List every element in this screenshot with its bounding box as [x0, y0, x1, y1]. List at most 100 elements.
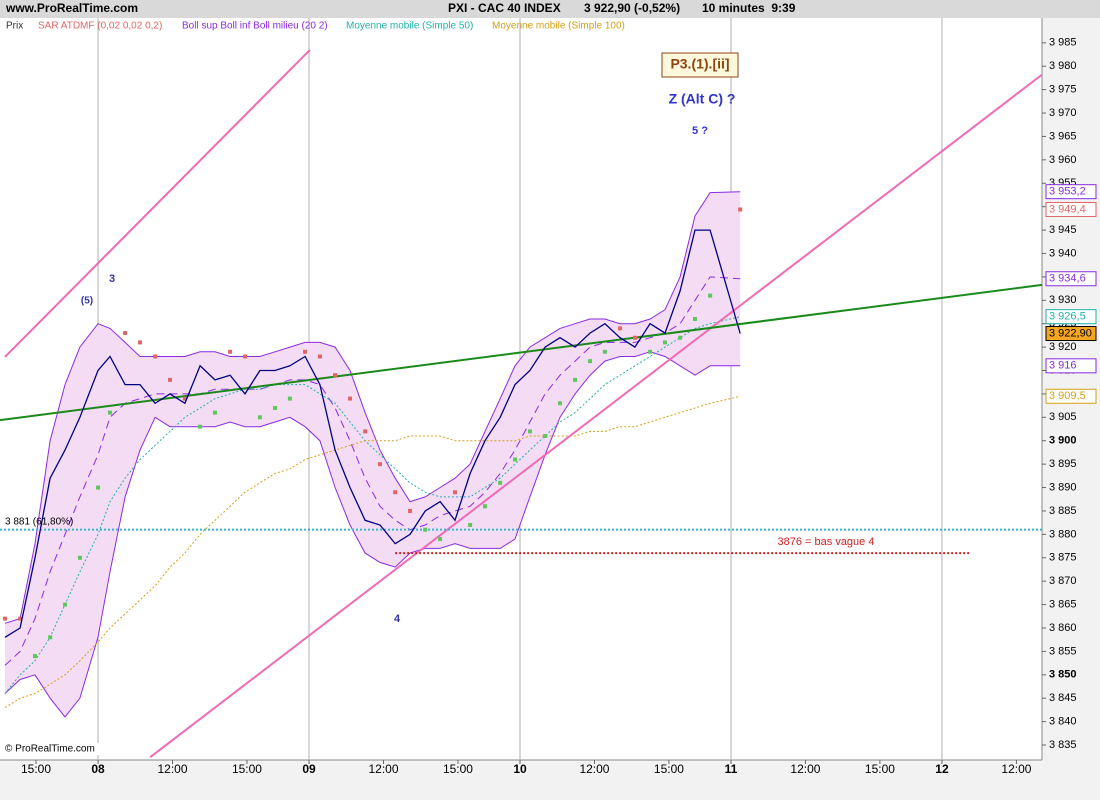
- x-tick-label: 15:00: [654, 762, 684, 776]
- price-tag: [1045, 184, 1097, 200]
- price-tag: [1045, 358, 1097, 374]
- annotation: 3: [109, 273, 115, 285]
- footer-bg: [2, 743, 102, 755]
- y-tick-label: 3 965: [1049, 130, 1077, 142]
- x-tick-label: 15:00: [443, 762, 473, 776]
- sar-dot: [408, 508, 413, 513]
- y-tick-label: 3 980: [1049, 60, 1077, 72]
- sar-dot: [317, 354, 322, 359]
- annotation: 4: [394, 613, 401, 625]
- legend-entry: Boll sup Boll inf Boll milieu (20 2): [182, 21, 328, 32]
- x-tick-label: 15:00: [21, 762, 51, 776]
- sar-dot: [287, 396, 292, 401]
- sar-dot: [423, 527, 428, 532]
- sar-dot: [347, 396, 352, 401]
- site: www.ProRealTime.com: [5, 1, 138, 15]
- price-tag-label: 3 934,6: [1049, 273, 1086, 285]
- legend-entry: SAR ATDMF (0,02 0,02 0,2): [38, 21, 162, 32]
- header-bar: [0, 0, 1100, 18]
- sar-dot: [363, 429, 368, 434]
- sar-dot: [168, 377, 173, 382]
- level-label: 3 881 (61,80%): [5, 516, 73, 527]
- sar-dot: [618, 326, 623, 331]
- bollinger-fill: [5, 191, 741, 717]
- y-tick-label: 3 960: [1049, 154, 1077, 166]
- y-tick-label: 3 970: [1049, 107, 1077, 119]
- sar-dot: [63, 602, 68, 607]
- sar-dot: [303, 349, 308, 354]
- x-tick-label: 12:00: [1001, 762, 1031, 776]
- sar-dot: [557, 401, 562, 406]
- interval: 10 minutes 9:39: [702, 1, 796, 15]
- legend-entry: Moyenne mobile (Simple 100): [492, 21, 625, 32]
- sar-dot: [333, 373, 338, 378]
- sar-dot: [543, 434, 548, 439]
- sar-dot: [2, 616, 7, 621]
- sar-dot: [708, 293, 713, 298]
- y-tick-label: 3 840: [1049, 716, 1077, 728]
- sar-dot: [137, 340, 142, 345]
- sar-dot: [452, 490, 457, 495]
- y-tick-label: 3 870: [1049, 575, 1077, 587]
- price-tag-label: 3 909,5: [1049, 390, 1086, 402]
- sar-dot: [48, 635, 53, 640]
- x-tick-label: 11: [725, 762, 738, 776]
- x-tick-label: 08: [91, 762, 105, 776]
- sar-dot: [632, 335, 637, 340]
- price-tag-label: 3 926,5: [1049, 311, 1086, 323]
- y-tick-label: 3 860: [1049, 622, 1077, 634]
- last-price: 3 922,90 (-0,52%): [584, 1, 680, 15]
- x-tick-label: 12:00: [157, 762, 187, 776]
- sar-dot: [692, 317, 697, 322]
- price-line: [4, 229, 741, 638]
- sar-dot: [198, 424, 203, 429]
- x-tick-label: 12:00: [579, 762, 609, 776]
- trend-line: [149, 73, 1042, 758]
- sar-dot: [648, 349, 653, 354]
- sar-dot: [123, 331, 128, 336]
- x-tick-label: 12:00: [368, 762, 398, 776]
- sar-dot: [588, 359, 593, 364]
- x-tick-label: 10: [513, 762, 527, 776]
- y-tick-label: 3 985: [1049, 37, 1077, 49]
- price-tag-label: 3 949,4: [1049, 203, 1086, 215]
- sar-dot: [662, 340, 667, 345]
- sar-dot: [513, 457, 518, 462]
- sar-dot: [483, 504, 488, 509]
- sar-dot: [573, 377, 578, 382]
- price-tag: [1045, 309, 1097, 325]
- price-tag: [1045, 201, 1097, 217]
- sar-dot: [498, 480, 503, 485]
- legend-entry: Prix: [6, 21, 23, 32]
- y-tick-label: 3 945: [1049, 224, 1077, 236]
- sar-dot: [77, 555, 82, 560]
- bollinger-lower: [4, 351, 741, 718]
- sar-dot: [738, 207, 743, 212]
- price-tag: [1045, 271, 1097, 287]
- y-tick-label: 3 850: [1049, 669, 1077, 681]
- price-tag: [1045, 326, 1097, 342]
- sar-dot: [107, 410, 112, 415]
- sar-dot: [438, 537, 443, 542]
- y-tick-label: 3 855: [1049, 645, 1077, 657]
- price-tag-label: 3 953,2: [1049, 186, 1086, 198]
- sar-dot: [378, 462, 383, 467]
- y-tick-label: 3 845: [1049, 692, 1077, 704]
- x-tick-label: 12:00: [790, 762, 820, 776]
- sar-dot: [242, 354, 247, 359]
- sar-dot: [678, 335, 683, 340]
- x-tick-label: 15:00: [865, 762, 895, 776]
- sar-dot: [153, 354, 158, 359]
- sar-dot: [393, 490, 398, 495]
- moving-average: [4, 395, 741, 709]
- y-tick-label: 3 905: [1049, 411, 1077, 423]
- y-tick-label: 3 835: [1049, 739, 1077, 751]
- y-tick-label: 3 895: [1049, 458, 1077, 470]
- sar-dot: [527, 429, 532, 434]
- x-axis-panel: [0, 760, 1100, 800]
- sar-dot: [273, 405, 278, 410]
- y-tick-label: 3 930: [1049, 294, 1077, 306]
- annotation: 5 ?: [692, 125, 708, 137]
- sar-dot: [182, 396, 187, 401]
